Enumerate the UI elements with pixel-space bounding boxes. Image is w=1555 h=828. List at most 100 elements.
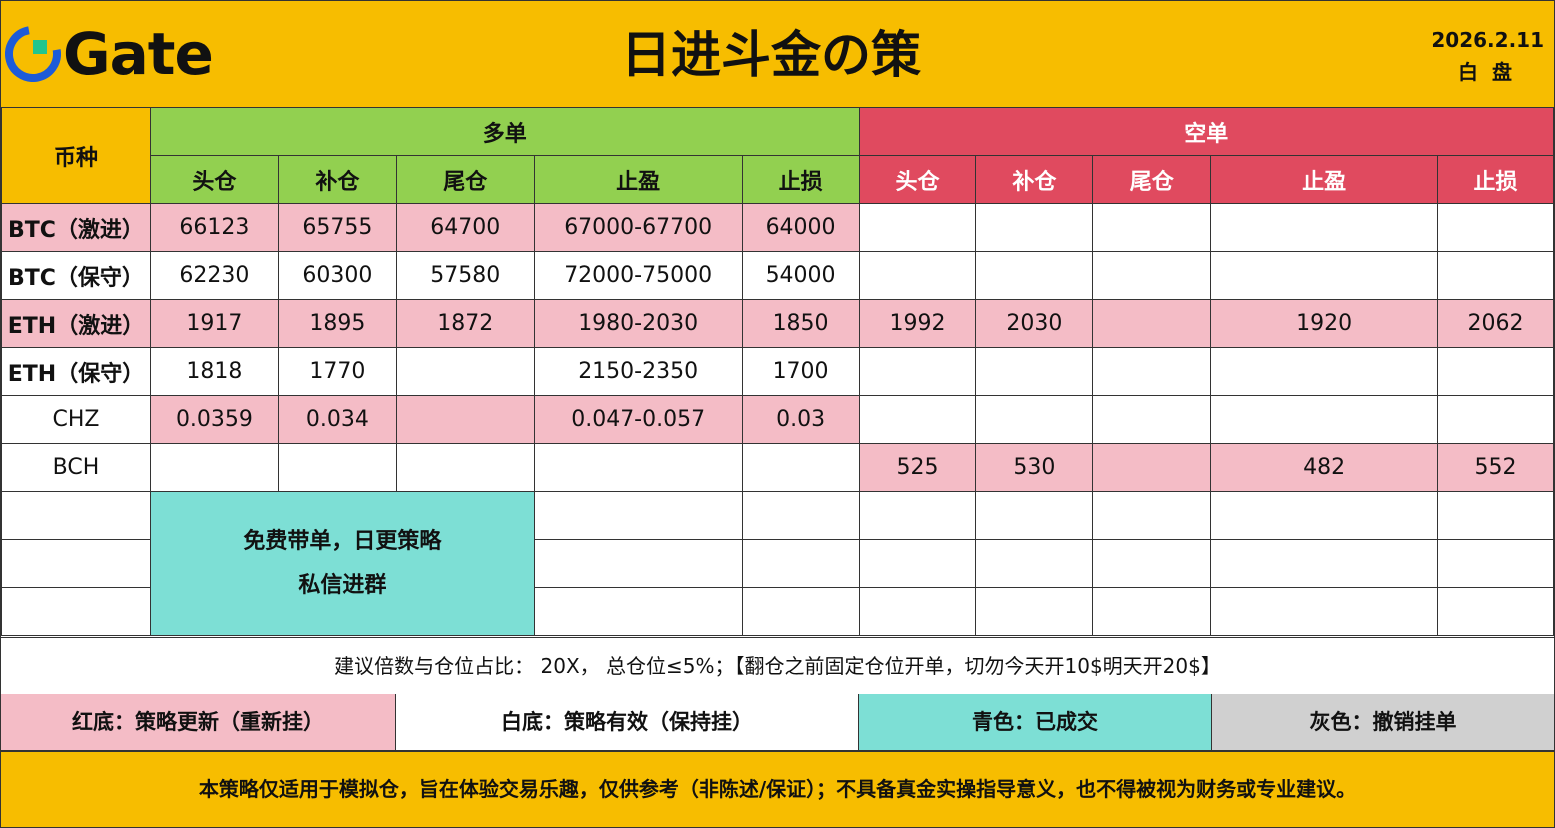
long-cell: 60300 xyxy=(277,251,397,300)
long-cell: 67000-67700 xyxy=(533,203,743,252)
short-sub-header: 头仓 xyxy=(858,155,977,204)
long-cell xyxy=(741,443,860,492)
short-cell xyxy=(1092,203,1212,252)
short-cell: 482 xyxy=(1210,443,1438,492)
promo-line: 私信进群 xyxy=(298,572,387,598)
coin-cell: BCH xyxy=(1,443,151,492)
long-cell xyxy=(395,347,535,396)
coin-cell: ETH（激进） xyxy=(1,299,151,348)
long-cell: 0.03 xyxy=(741,395,860,444)
coin-cell: BTC（激进） xyxy=(1,203,151,252)
long-cell: 1700 xyxy=(741,347,860,396)
short-cell xyxy=(1210,347,1438,396)
long-cell: 1917 xyxy=(149,299,279,348)
table-row: BTC（激进） 66123 65755 64700 67000-67700 64… xyxy=(1,203,1555,252)
short-cell: 2030 xyxy=(975,299,1094,348)
long-cell: 1980-2030 xyxy=(533,299,743,348)
coin-cell: BTC（保守） xyxy=(1,251,151,300)
long-cell: 2150-2350 xyxy=(533,347,743,396)
empty-cell xyxy=(1210,539,1438,588)
short-cell: 552 xyxy=(1436,443,1555,492)
legend-white: 白底：策略有效（保持挂） xyxy=(396,694,859,750)
empty-cell xyxy=(1210,491,1438,540)
table-row: BTC（保守） 62230 60300 57580 72000-75000 54… xyxy=(1,251,1555,300)
short-cell xyxy=(1092,347,1212,396)
promo-block: 免费带单，日更策略 私信进群 xyxy=(149,491,535,636)
empty-cell xyxy=(1436,587,1555,636)
long-sub-header: 尾仓 xyxy=(395,155,535,204)
coin-cell: CHZ xyxy=(1,395,151,444)
short-sub-header: 尾仓 xyxy=(1092,155,1212,204)
leverage-note: 建议倍数与仓位占比： 20X， 总仓位≤5%；【翻仓之前固定仓位开单，切勿今天开… xyxy=(1,637,1554,695)
long-header: 多单 xyxy=(149,107,860,156)
legend-red: 红底：策略更新（重新挂） xyxy=(1,694,396,750)
table-row: ETH（保守） 1818 1770 2150-2350 1700 xyxy=(1,347,1555,396)
short-cell xyxy=(975,395,1094,444)
empty-cell xyxy=(1,587,151,636)
empty-cell xyxy=(975,491,1094,540)
table-row: CHZ 0.0359 0.034 0.047-0.057 0.03 xyxy=(1,395,1555,444)
coin-cell: ETH（保守） xyxy=(1,347,151,396)
empty-cell xyxy=(741,539,860,588)
short-cell xyxy=(1092,443,1212,492)
short-header: 空单 xyxy=(858,107,1555,156)
empty-cell xyxy=(1210,587,1438,636)
empty-cell xyxy=(533,539,743,588)
long-cell: 0.034 xyxy=(277,395,397,444)
coin-header: 币种 xyxy=(1,107,151,204)
long-cell xyxy=(277,443,397,492)
long-cell: 66123 xyxy=(149,203,279,252)
short-cell: 1992 xyxy=(858,299,977,348)
empty-cell xyxy=(741,491,860,540)
short-cell xyxy=(1092,395,1212,444)
long-cell xyxy=(149,443,279,492)
long-cell: 1872 xyxy=(395,299,535,348)
disclaimer: 本策略仅适用于模拟仓，旨在体验交易乐趣，仅供参考（非陈述/保证）；不具备真金实操… xyxy=(1,752,1554,827)
empty-cell xyxy=(975,587,1094,636)
empty-cell xyxy=(1436,491,1555,540)
short-cell xyxy=(1092,299,1212,348)
long-cell: 65755 xyxy=(277,203,397,252)
empty-cell xyxy=(1092,587,1212,636)
date-label: 2026.2.11 xyxy=(1431,28,1544,52)
empty-cell xyxy=(533,587,743,636)
short-cell: 525 xyxy=(858,443,977,492)
long-cell: 72000-75000 xyxy=(533,251,743,300)
long-sub-header: 补仓 xyxy=(277,155,397,204)
promo-line: 免费带单，日更策略 xyxy=(243,528,442,554)
long-cell: 0.047-0.057 xyxy=(533,395,743,444)
empty-cell xyxy=(1092,539,1212,588)
table-row: BCH 525 530 482 552 xyxy=(1,443,1555,492)
empty-cell xyxy=(858,539,977,588)
short-cell xyxy=(1436,251,1555,300)
legend-teal: 青色：已成交 xyxy=(859,694,1212,750)
short-cell: 2062 xyxy=(1436,299,1555,348)
long-cell: 0.0359 xyxy=(149,395,279,444)
table-row: 免费带单，日更策略 私信进群 xyxy=(1,491,1555,636)
empty-cell xyxy=(741,587,860,636)
short-sub-header: 止损 xyxy=(1436,155,1555,204)
short-cell xyxy=(975,251,1094,300)
short-cell xyxy=(1210,251,1438,300)
long-sub-header: 止盈 xyxy=(533,155,743,204)
short-cell xyxy=(858,251,977,300)
short-cell xyxy=(1210,395,1438,444)
color-legend: 红底：策略更新（重新挂） 白底：策略有效（保持挂） 青色：已成交 灰色：撤销挂单 xyxy=(1,694,1554,752)
empty-cell xyxy=(858,587,977,636)
short-cell xyxy=(858,203,977,252)
gate-logo-icon xyxy=(5,26,61,82)
empty-cell xyxy=(533,491,743,540)
long-cell xyxy=(395,443,535,492)
empty-cell xyxy=(975,539,1094,588)
table-row xyxy=(1,587,1555,636)
long-sub-header: 止损 xyxy=(741,155,860,204)
long-cell: 62230 xyxy=(149,251,279,300)
empty-cell xyxy=(1436,539,1555,588)
short-cell xyxy=(1436,395,1555,444)
page-title: 日进斗金の策 xyxy=(621,26,921,84)
table-row: ETH（激进） 1917 1895 1872 1980-2030 1850 19… xyxy=(1,299,1555,348)
short-cell xyxy=(975,203,1094,252)
long-cell: 1895 xyxy=(277,299,397,348)
long-cell: 57580 xyxy=(395,251,535,300)
